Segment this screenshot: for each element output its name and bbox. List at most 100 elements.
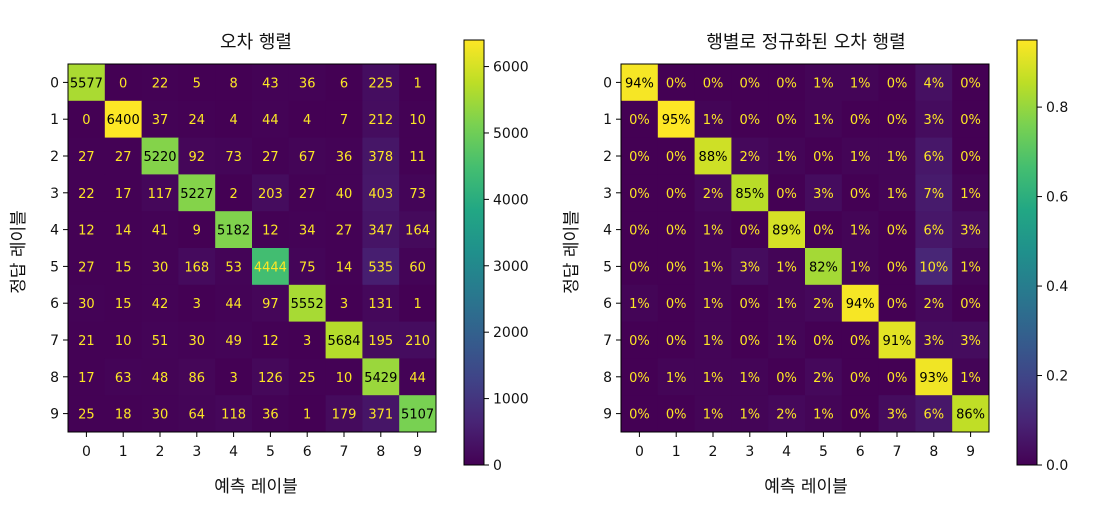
cell-label: 5577 [70,76,103,91]
y-tick-label: 1 [603,112,612,128]
heatmap-cell [104,248,143,286]
cell-label: 3 [229,371,237,386]
heatmap-cell [915,321,953,359]
cell-label: 1% [813,76,834,91]
cell-label: 1 [413,297,421,312]
cell-label: 0% [850,408,871,423]
heatmap-cell [694,284,732,323]
heatmap-cell [952,248,990,286]
cell-label: 2% [776,408,797,423]
y-tick-label: 5 [50,259,59,275]
heatmap-frame [67,63,437,433]
heatmap-cell [952,321,990,359]
cell-label: 63 [115,371,132,386]
heatmap-cell [915,248,953,286]
heatmap-cell [805,321,843,359]
x-tick-label: 8 [929,444,938,460]
cell-label: 7 [340,113,348,128]
cell-label: 1% [629,297,650,312]
cell-label: 27 [78,260,95,275]
chart-title: 행별로 정규화된 오차 행렬 [706,32,905,53]
cell-label: 3% [887,408,908,423]
heatmap-cell [325,358,363,396]
heatmap-cell [878,321,916,359]
cell-label: 43 [262,76,279,91]
heatmap-cell [399,284,437,323]
heatmap-cell [731,64,769,102]
heatmap-cell [768,284,806,323]
cell-label: 1% [813,113,834,128]
cell-label: 3% [813,187,834,202]
heatmap-cell [621,395,659,433]
cell-label: 40 [336,187,353,202]
heatmap-cell [141,64,179,102]
heatmap-cell [362,321,400,359]
cell-label: 44 [225,297,242,312]
heatmap-cell [694,248,732,286]
heatmap-cell [621,137,659,175]
y-tick-label: 5 [603,259,612,275]
heatmap-cell [694,137,732,175]
cell-label: 10 [409,113,426,128]
heatmap-cell [399,395,437,433]
heatmap-cell [288,321,327,359]
heatmap-cell [362,395,400,433]
cell-label: 168 [184,260,209,275]
x-tick-label: 8 [376,444,385,460]
cell-label: 27 [115,150,132,165]
x-tick-label: 1 [672,444,681,460]
heatmap-cell [841,137,880,175]
cell-label: 0% [960,297,981,312]
cell-label: 5 [193,76,201,91]
heatmap-cell [399,358,437,396]
cell-label: 164 [405,224,430,239]
x-tick-label: 9 [966,444,975,460]
cell-label: 95% [662,113,691,128]
cell-label: 91% [883,334,912,349]
cell-label: 0% [887,260,908,275]
heatmap-cell [215,358,253,396]
x-tick-label: 5 [266,444,275,460]
heatmap-cell [288,64,327,102]
cell-label: 64 [189,408,206,423]
x-tick-label: 0 [82,444,91,460]
cell-label: 225 [368,76,393,91]
heatmap-cell [141,100,179,139]
x-tick-label: 4 [229,444,238,460]
colorbar-tick-label: 0.0 [1046,458,1068,474]
cell-label: 3 [340,297,348,312]
heatmap-cell [805,137,843,175]
cell-label: 44 [409,371,426,386]
heatmap-cell [362,64,400,102]
cell-label: 0% [739,76,760,91]
heatmap-cell [215,248,253,286]
heatmap-cell [841,321,880,359]
colorbar-tick-label: 1000 [493,392,529,408]
cell-label: 1% [776,150,797,165]
cell-label: 0% [813,224,834,239]
heatmap-cell [731,321,769,359]
heatmap-cell [915,100,953,139]
y-tick-label: 8 [603,370,612,386]
cell-label: 0% [629,408,650,423]
heatmap-cell [141,284,179,323]
cell-label: 0% [739,224,760,239]
cell-label: 6% [923,150,944,165]
heatmap-cell [325,100,363,139]
cell-label: 0% [739,113,760,128]
heatmap-cell [178,248,216,286]
heatmap-cell [141,211,179,249]
heatmap-cell [731,284,769,323]
cell-label: 6 [340,76,348,91]
cell-label: 4 [303,113,311,128]
heatmap-cell [805,395,843,433]
cell-label: 15 [115,297,132,312]
cell-label: 1% [703,371,724,386]
x-tick-label: 6 [303,444,312,460]
heatmap-cell [768,64,806,102]
heatmap-cell [178,100,216,139]
y-tick-label: 9 [50,407,59,423]
heatmap-cell [215,284,253,323]
